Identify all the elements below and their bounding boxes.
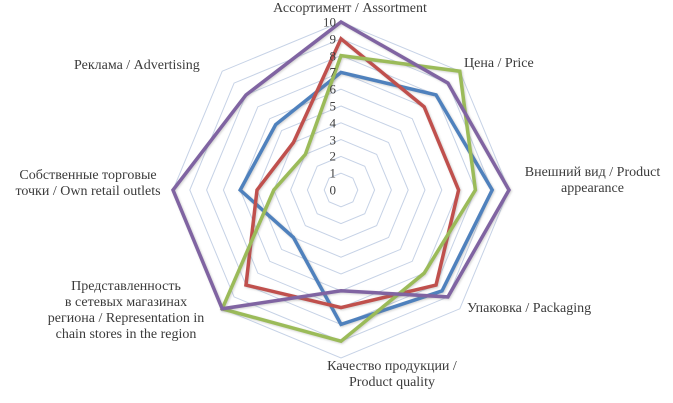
scale-tick-5: 5 [329,98,337,114]
series-polygon-blue-series [238,70,495,327]
scale-tick-4: 4 [329,115,337,131]
scale-tick-3: 3 [329,132,337,148]
scale-tick-6: 6 [329,81,337,97]
series-polygon-purple-series [170,19,512,311]
axis-label-product-appearance: Внешний вид / Product appearance [524,165,661,196]
axis-label-advertising: Реклама / Advertising [74,58,200,73]
grid-ring-6 [239,88,443,292]
axis-label-assortment: Ассортимент / Assortment [273,1,427,16]
axis-label-price: Цена / Price [464,56,534,71]
grid-ring-10 [172,21,510,359]
scale-tick-7: 7 [329,64,337,80]
series-polygon-red-series [244,36,461,310]
grid-ring-5 [256,105,426,275]
scale-tick-10: 10 [323,14,336,30]
grid-ring-3 [290,139,392,241]
scale-tick-2: 2 [329,148,337,164]
grid-ring-2 [306,155,376,225]
axis-label-representation: Представленность в сетевых магазинах рег… [47,279,205,342]
scale-tick-0: 0 [329,182,337,198]
scale-tick-9: 9 [329,31,337,47]
grid-ring-4 [273,122,409,258]
axis-label-product-quality: Качество продукции / Product quality [327,359,457,390]
axis-label-own-retail-outlets: Собственные торговые точки / Own retail … [15,168,161,199]
scale-tick-1: 1 [329,165,337,181]
axis-label-packaging: Упаковка / Packaging [467,301,592,316]
grid-ring-1 [323,172,359,208]
scale-tick-8: 8 [329,48,337,64]
